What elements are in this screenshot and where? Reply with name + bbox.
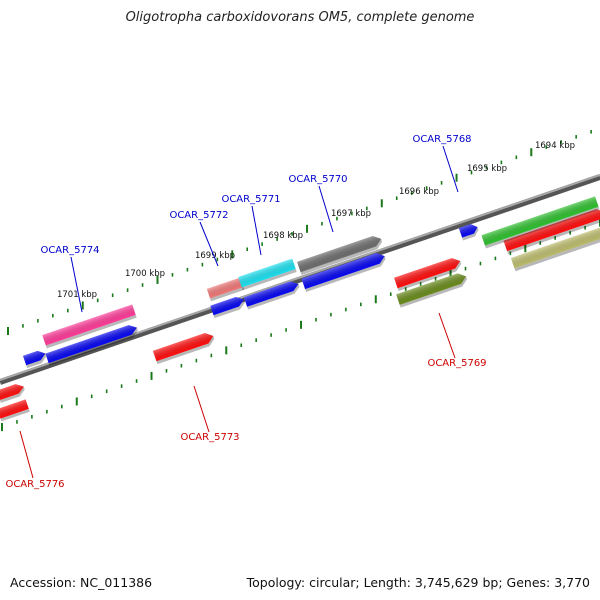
gene-leader-line	[251, 205, 262, 256]
gene-label: OCAR_5773	[180, 432, 239, 443]
gene-feature	[301, 253, 386, 292]
gene-feature	[297, 235, 383, 276]
kbp-label: 1700 kbp	[125, 269, 165, 279]
gene-feature	[22, 350, 47, 369]
kbp-label: 1697 kbp	[331, 209, 371, 219]
kbp-label: 1695 kbp	[467, 164, 507, 174]
kbp-label: 1701 kbp	[57, 290, 97, 300]
backbone-highlight	[0, 174, 600, 381]
accession-text: Accession: NC_011386	[10, 575, 153, 590]
gene-feature	[210, 297, 246, 319]
gene-feature	[481, 196, 600, 249]
gene-feature	[0, 384, 25, 403]
backbone-line	[0, 174, 600, 385]
kbp-label: 1698 kbp	[263, 231, 303, 241]
gene-leader-line	[442, 145, 459, 193]
kbp-label: 1696 kbp	[399, 187, 439, 197]
gene-leader-line	[19, 430, 34, 479]
gene-feature	[45, 325, 138, 366]
map-title: Oligotropha carboxidovorans OM5, complet…	[125, 10, 475, 25]
gene-label: OCAR_5768	[412, 134, 471, 145]
kbp-label: 1694 kbp	[535, 141, 575, 151]
gene-feature	[42, 304, 137, 349]
gene-feature	[510, 227, 600, 272]
gene-feature	[0, 399, 30, 422]
gene-label: OCAR_5771	[221, 194, 280, 205]
gene-label: OCAR_5774	[40, 245, 99, 256]
gene-leader-line	[199, 221, 219, 267]
topology-text: Topology: circular; Length: 3,745,629 bp…	[246, 575, 590, 590]
gene-label: OCAR_5772	[169, 210, 228, 221]
gene-leader-line	[318, 185, 334, 233]
gene-feature	[396, 273, 468, 308]
gene-feature	[206, 277, 245, 302]
label-layer: 1694 kbp 1695 kbp 1696 kbp 1697 kbp 1698 kbp…	[5, 134, 575, 490]
gene-label: OCAR_5770	[288, 174, 347, 185]
gene-label: OCAR_5769	[427, 358, 486, 369]
gene-leader-line	[70, 256, 83, 313]
kbp-label: 1699 kbp	[195, 251, 235, 261]
gene-feature	[394, 258, 462, 292]
backbone	[0, 174, 600, 385]
gene-feature	[243, 281, 300, 310]
gene-leader-line	[193, 385, 210, 433]
gene-feature	[152, 333, 215, 365]
feature-layer	[0, 196, 600, 422]
gene-feature	[238, 258, 297, 291]
gene-feature	[458, 224, 479, 241]
gene-leader-line	[438, 312, 456, 359]
gene-label: OCAR_5776	[5, 479, 64, 490]
gene-feature	[503, 209, 600, 255]
scale-ticks	[1, 129, 600, 431]
